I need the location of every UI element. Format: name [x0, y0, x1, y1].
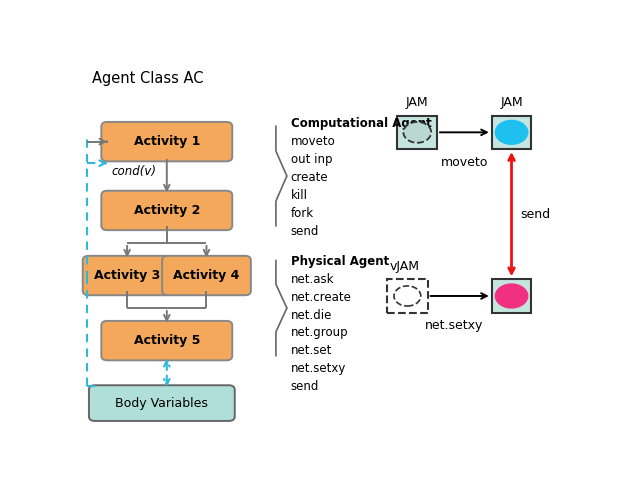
Circle shape	[394, 286, 420, 306]
Text: send: send	[291, 225, 319, 238]
Text: Activity 2: Activity 2	[134, 204, 200, 217]
Text: kill: kill	[291, 189, 308, 202]
Text: net.setxy: net.setxy	[291, 362, 346, 375]
FancyBboxPatch shape	[162, 256, 251, 295]
Bar	[387, 279, 428, 313]
Circle shape	[495, 120, 529, 145]
FancyBboxPatch shape	[89, 385, 235, 421]
Text: net.set: net.set	[291, 344, 332, 357]
Text: Agent Class AC: Agent Class AC	[92, 71, 204, 86]
Text: net.group: net.group	[291, 327, 348, 340]
Text: net.die: net.die	[291, 309, 332, 322]
Text: Activity 5: Activity 5	[134, 334, 200, 347]
FancyBboxPatch shape	[101, 321, 232, 360]
Text: Physical Agent: Physical Agent	[291, 255, 389, 268]
Text: send: send	[291, 380, 319, 393]
Text: fork: fork	[291, 207, 314, 220]
Bar	[492, 115, 531, 149]
Text: out inp: out inp	[291, 153, 332, 166]
Bar	[397, 115, 437, 149]
Text: cond(v): cond(v)	[111, 165, 156, 178]
Bar	[492, 279, 531, 313]
Text: create: create	[291, 171, 328, 184]
FancyBboxPatch shape	[101, 191, 232, 230]
Text: JAM: JAM	[406, 96, 429, 109]
Text: moveto: moveto	[441, 156, 488, 169]
Text: Body Variables: Body Variables	[115, 397, 208, 410]
Text: Activity 4: Activity 4	[173, 269, 239, 282]
Text: Activity 3: Activity 3	[94, 269, 160, 282]
Text: send: send	[520, 208, 550, 221]
FancyBboxPatch shape	[101, 122, 232, 161]
Circle shape	[495, 284, 529, 309]
Text: moveto: moveto	[291, 135, 335, 148]
Text: net.setxy: net.setxy	[426, 319, 484, 332]
FancyBboxPatch shape	[83, 256, 172, 295]
Text: net.create: net.create	[291, 291, 351, 304]
Text: Computational Agent: Computational Agent	[291, 117, 431, 130]
Text: net.ask: net.ask	[291, 273, 334, 286]
Text: vJAM: vJAM	[390, 259, 420, 272]
Text: JAM: JAM	[500, 96, 523, 109]
Text: Activity 1: Activity 1	[134, 135, 200, 148]
Circle shape	[403, 122, 431, 143]
